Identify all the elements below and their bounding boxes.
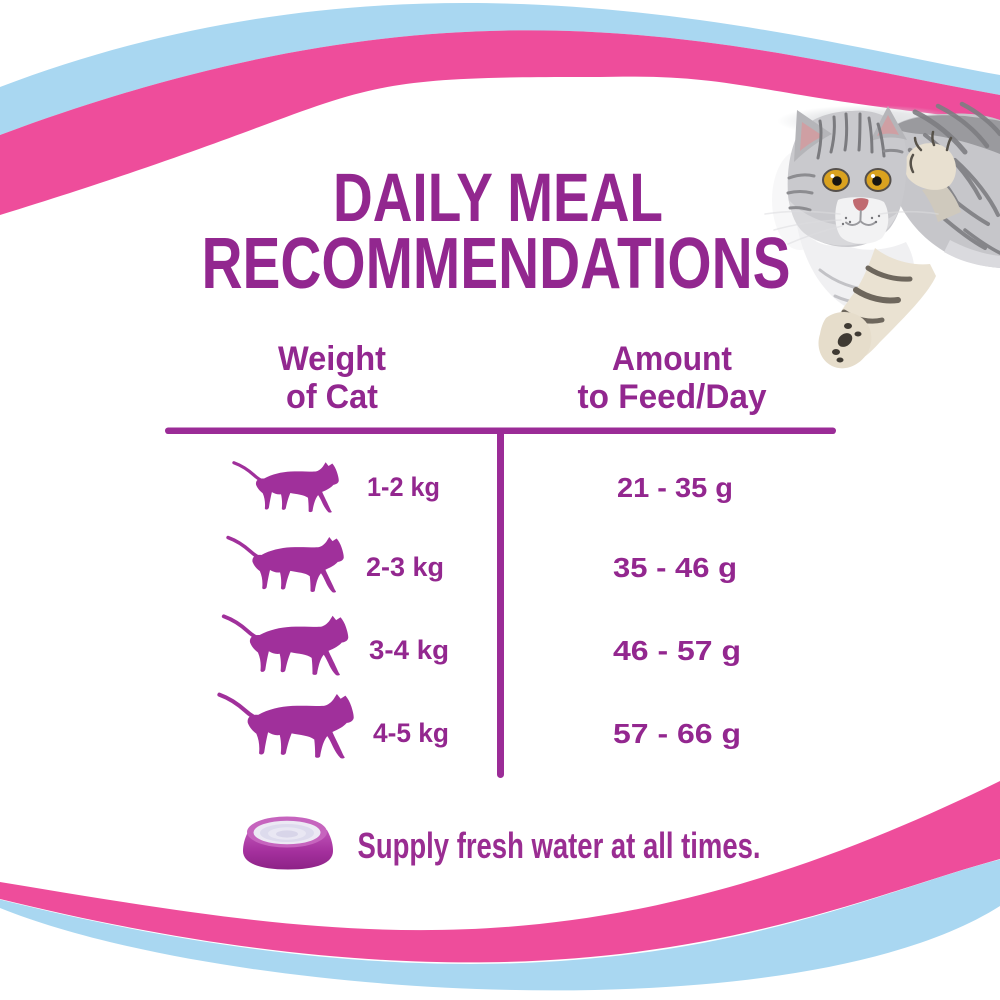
svg-text:Weight: Weight <box>278 340 386 378</box>
svg-text:3-4 kg: 3-4 kg <box>369 635 449 665</box>
svg-text:to Feed/Day: to Feed/Day <box>578 378 767 416</box>
svg-text:2-3 kg: 2-3 kg <box>366 552 444 582</box>
svg-text:DAILY MEAL: DAILY MEAL <box>333 159 663 236</box>
svg-text:RECOMMENDATIONS: RECOMMENDATIONS <box>202 224 791 304</box>
svg-text:21 - 35 g: 21 - 35 g <box>617 472 733 503</box>
svg-text:35 - 46 g: 35 - 46 g <box>613 552 737 583</box>
svg-text:46 - 57 g: 46 - 57 g <box>613 635 741 666</box>
svg-text:57 - 66 g: 57 - 66 g <box>613 718 741 749</box>
svg-text:4-5 kg: 4-5 kg <box>373 718 449 748</box>
svg-text:Supply fresh water at all time: Supply fresh water at all times. <box>358 825 761 866</box>
svg-text:1-2 kg: 1-2 kg <box>367 472 440 502</box>
svg-text:of Cat: of Cat <box>286 378 378 416</box>
svg-text:Amount: Amount <box>612 340 732 378</box>
